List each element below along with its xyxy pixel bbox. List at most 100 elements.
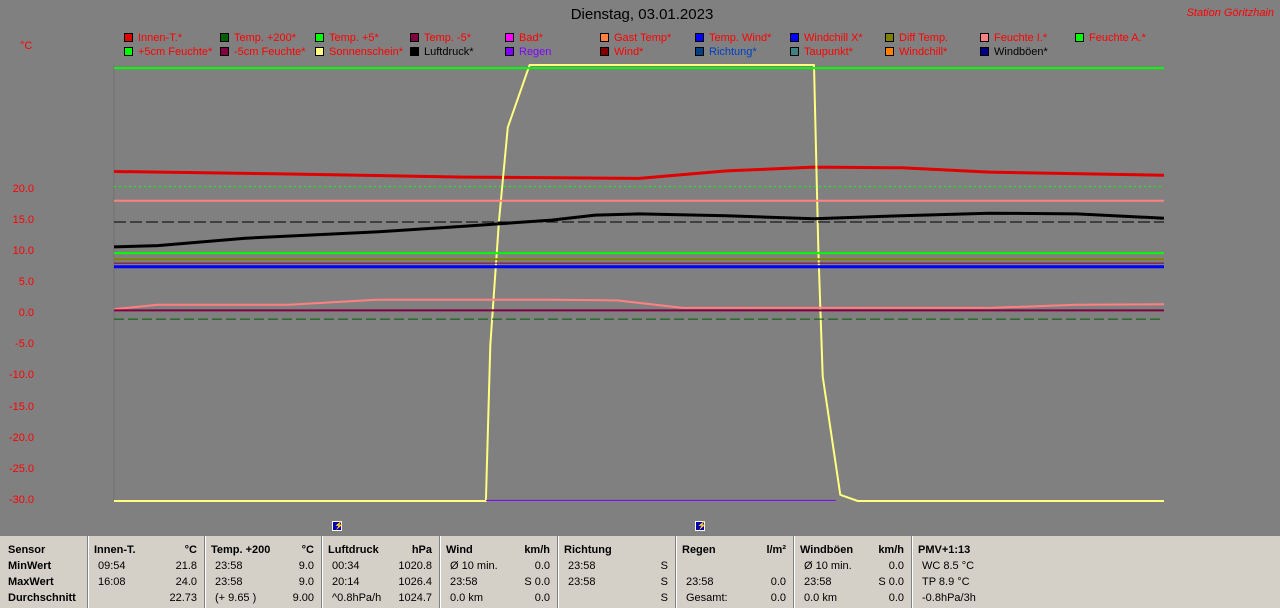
legend-label: Temp. Wind* bbox=[709, 32, 772, 44]
legend-label: Feuchte A.* bbox=[1089, 32, 1146, 44]
legend-label: Diff Temp. bbox=[899, 32, 949, 44]
stat-value: 9.00 bbox=[292, 592, 314, 604]
stat-label: Ø 10 min. bbox=[804, 560, 852, 572]
stat-value: 24.0 bbox=[175, 576, 197, 588]
legend-swatch bbox=[505, 33, 514, 42]
column-header: Innen-T. bbox=[94, 544, 136, 556]
legend-swatch bbox=[790, 33, 799, 42]
column-unit bbox=[626, 542, 668, 558]
stat-value: S 0.0 bbox=[524, 576, 550, 588]
stat-label: Gesamt: bbox=[686, 592, 728, 604]
stat-label: 23:58 bbox=[568, 576, 596, 588]
series-line bbox=[114, 64, 1164, 502]
legend-swatch bbox=[124, 33, 133, 42]
legend-label: +5cm Feuchte* bbox=[138, 46, 213, 58]
column-unit: hPa bbox=[411, 544, 432, 556]
stat-label: 16:08 bbox=[98, 576, 126, 588]
column-divider bbox=[557, 536, 558, 608]
weather-event-icon[interactable]: ⚡ bbox=[332, 521, 344, 531]
column-header: PMV+1:13 bbox=[918, 544, 971, 556]
stat-value: 9.0 bbox=[298, 576, 314, 588]
weather-event-icon[interactable]: ⚡ bbox=[695, 521, 708, 531]
column-divider bbox=[439, 536, 440, 608]
column-divider bbox=[88, 536, 89, 608]
legend-swatch bbox=[980, 33, 989, 42]
legend-swatch bbox=[1075, 33, 1084, 42]
stat-label: 09:54 bbox=[98, 560, 126, 572]
stat-label: 23:58 bbox=[215, 576, 243, 588]
legend-swatch bbox=[695, 33, 704, 42]
stat-label: Ø 10 min. bbox=[450, 560, 498, 572]
series-line bbox=[113, 165, 1165, 180]
column-unit: °C bbox=[184, 544, 197, 556]
y-tick-label: -5.0 bbox=[15, 338, 34, 351]
stat-label: TP 8.9 °C bbox=[922, 576, 970, 588]
stat-value bbox=[970, 574, 1024, 590]
column-divider bbox=[911, 536, 912, 608]
legend-swatch bbox=[695, 47, 704, 56]
y-tick-label: -10.0 bbox=[8, 369, 34, 382]
stat-label: 23:58 bbox=[686, 576, 714, 588]
stats-table: Sensor MinWert MaxWert Durchschnitt Innen-T.… bbox=[0, 536, 1280, 608]
legend-swatch bbox=[505, 47, 514, 56]
stat-label: 20:14 bbox=[332, 576, 360, 588]
stat-label: 23:58 bbox=[215, 560, 243, 572]
lightning-icon: ⚡ bbox=[697, 521, 708, 530]
stat-value: 0.0 bbox=[534, 592, 550, 604]
series-line bbox=[113, 298, 1165, 311]
legend-label: Temp. +5* bbox=[329, 32, 379, 44]
legend-swatch bbox=[885, 33, 894, 42]
stat-value: 1026.4 bbox=[398, 576, 432, 588]
legend-swatch bbox=[410, 33, 419, 42]
column-header: Wind bbox=[446, 544, 473, 556]
stat-label: 23:58 bbox=[804, 576, 832, 588]
stat-label: 23:58 bbox=[450, 576, 478, 588]
y-tick-label: 5.0 bbox=[18, 276, 34, 288]
legend-label: Luftdruck* bbox=[424, 46, 474, 58]
stat-value: 0.0 bbox=[534, 560, 550, 572]
stat-value: 9.0 bbox=[298, 560, 314, 572]
column-divider bbox=[321, 536, 322, 608]
stat-label: -0.8hPa/3h bbox=[922, 592, 976, 604]
column-divider bbox=[794, 536, 795, 608]
y-tick-label: -25.0 bbox=[8, 462, 34, 475]
legend-label: -5cm Feuchte* bbox=[234, 46, 306, 58]
stat-value: 0.0 bbox=[770, 576, 786, 588]
legend-label: Windchill X* bbox=[804, 32, 863, 44]
stat-label: 0.0 km bbox=[450, 592, 484, 604]
column-divider bbox=[440, 536, 441, 608]
column-divider bbox=[793, 536, 794, 608]
y-tick-label: 15.0 bbox=[12, 213, 34, 226]
stat-value: 1024.7 bbox=[398, 592, 432, 604]
legend-swatch bbox=[790, 47, 799, 56]
column-header: Regen bbox=[682, 544, 716, 556]
stat-value bbox=[732, 558, 786, 574]
y-tick-label: 20.0 bbox=[12, 182, 34, 195]
stat-value bbox=[970, 558, 1024, 574]
stat-value: 0.0 bbox=[770, 592, 786, 604]
column-divider bbox=[322, 536, 323, 608]
column-divider bbox=[204, 536, 205, 608]
column-divider bbox=[558, 536, 559, 608]
stat-value: 21.8 bbox=[175, 560, 197, 572]
row-label: MaxWert bbox=[8, 576, 54, 588]
chart-plot bbox=[113, 64, 1165, 502]
stat-label: 0.0 km bbox=[804, 592, 838, 604]
legend-label: Richtung* bbox=[709, 46, 757, 58]
legend-label: Windböen* bbox=[994, 46, 1048, 58]
legend-label: Feuchte I.* bbox=[994, 32, 1048, 44]
station-name: Station Göritzhain bbox=[1186, 7, 1274, 19]
legend-swatch bbox=[410, 47, 419, 56]
legend-label: Regen bbox=[519, 46, 552, 58]
stat-value: 0.0 bbox=[888, 592, 904, 604]
column-divider bbox=[205, 536, 206, 608]
column-unit: km/h bbox=[878, 544, 904, 556]
y-axis-unit: °C bbox=[20, 40, 33, 52]
stat-label: (+ 9.65 ) bbox=[215, 592, 257, 604]
column-divider bbox=[676, 536, 677, 608]
legend-swatch bbox=[220, 47, 229, 56]
column-unit: l/m² bbox=[766, 544, 786, 556]
column-divider bbox=[675, 536, 676, 608]
stat-value: S 0.0 bbox=[878, 576, 904, 588]
y-tick-label: 10.0 bbox=[12, 244, 34, 257]
